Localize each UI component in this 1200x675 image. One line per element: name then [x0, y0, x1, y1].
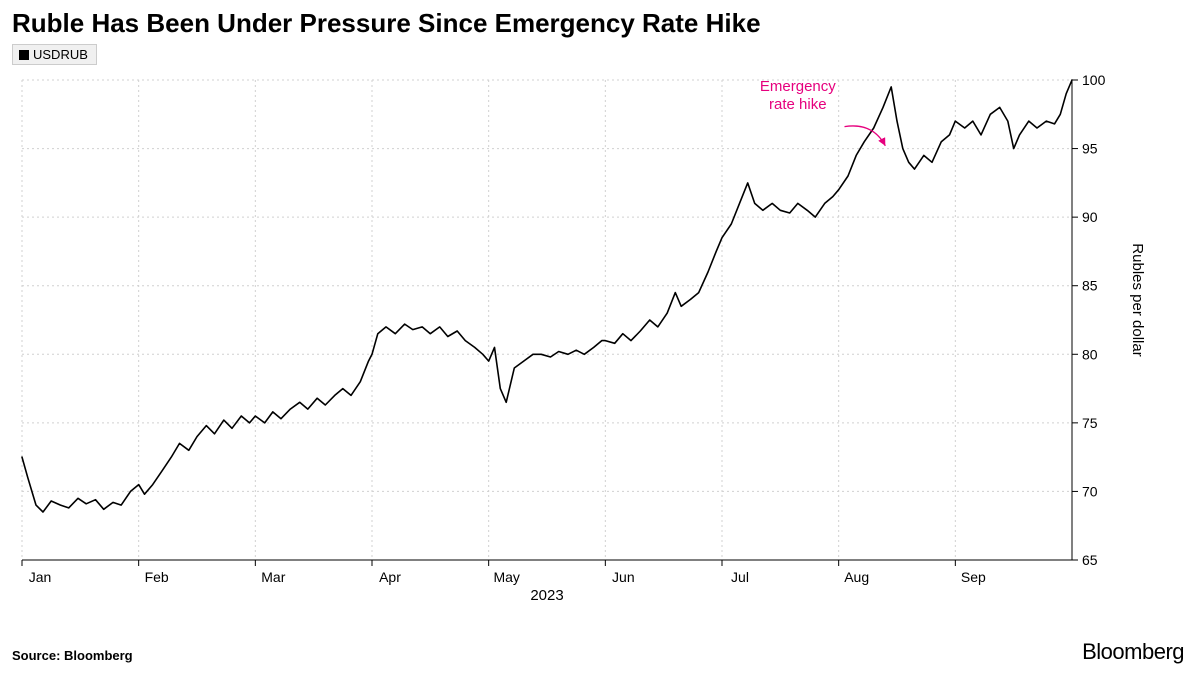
chart-svg: 65 70 75 80 85 90 95 100 Jan Feb Mar Apr May Jun Jul Au…: [12, 70, 1132, 600]
plot-area: 65 70 75 80 85 90 95 100 Jan Feb Mar Apr May Jun Jul Au…: [12, 70, 1132, 600]
x-tick-label: May: [493, 569, 519, 585]
y-tick-label: 100: [1082, 72, 1106, 88]
x-tick-label: Feb: [145, 569, 169, 585]
x-year-label: 2023: [530, 587, 563, 600]
x-tick-label: Mar: [261, 569, 285, 585]
brand-logo: Bloomberg: [1082, 639, 1184, 665]
legend: USDRUB: [12, 44, 97, 65]
source-text: Source: Bloomberg: [12, 648, 133, 663]
legend-swatch: [19, 50, 29, 60]
annotation-arrow: [845, 126, 886, 146]
series-line: [22, 80, 1072, 512]
y-tick-label: 70: [1082, 483, 1098, 499]
x-tick-label: Jul: [731, 569, 749, 585]
y-tick-label: 95: [1082, 141, 1098, 157]
y-tick-label: 80: [1082, 346, 1098, 362]
annotation-text: Emergency: [760, 78, 836, 95]
chart-title: Ruble Has Been Under Pressure Since Emer…: [12, 8, 761, 39]
y-tick-label: 90: [1082, 209, 1098, 225]
x-tick-label: Apr: [379, 569, 401, 585]
x-tick-label: Jan: [29, 569, 52, 585]
x-tick-label: Jun: [612, 569, 635, 585]
x-tick-label: Aug: [844, 569, 869, 585]
x-tick-label: Sep: [961, 569, 986, 585]
y-tick-label: 75: [1082, 415, 1098, 431]
annotation-text: rate hike: [769, 96, 827, 113]
y-tick-label: 85: [1082, 278, 1098, 294]
legend-label: USDRUB: [33, 47, 88, 62]
y-tick-label: 65: [1082, 552, 1098, 568]
y-axis-label: Rubles per dollar: [1129, 243, 1146, 356]
chart-container: Ruble Has Been Under Pressure Since Emer…: [0, 0, 1200, 675]
